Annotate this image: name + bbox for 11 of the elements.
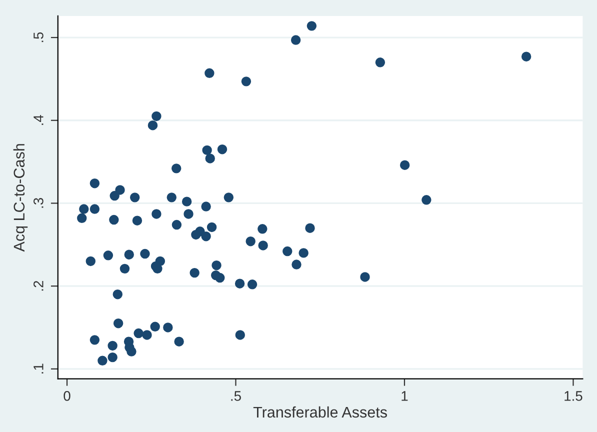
y-tick-label: .5 (34, 32, 44, 42)
x-tick-label: 1 (402, 391, 408, 401)
y-tick-label: .1 (34, 364, 44, 374)
y-tick-label: .4 (34, 114, 44, 125)
y-axis-title: Acq LC-to-Cash (13, 144, 28, 252)
x-tick-label: .5 (231, 391, 241, 401)
x-tick-label: 0 (64, 391, 70, 401)
x-tick-label: 1.5 (564, 391, 582, 401)
y-tick-label: .2 (34, 280, 44, 291)
x-axis-title: Transferable Assets (253, 406, 387, 418)
y-tick-label: .3 (34, 198, 44, 208)
